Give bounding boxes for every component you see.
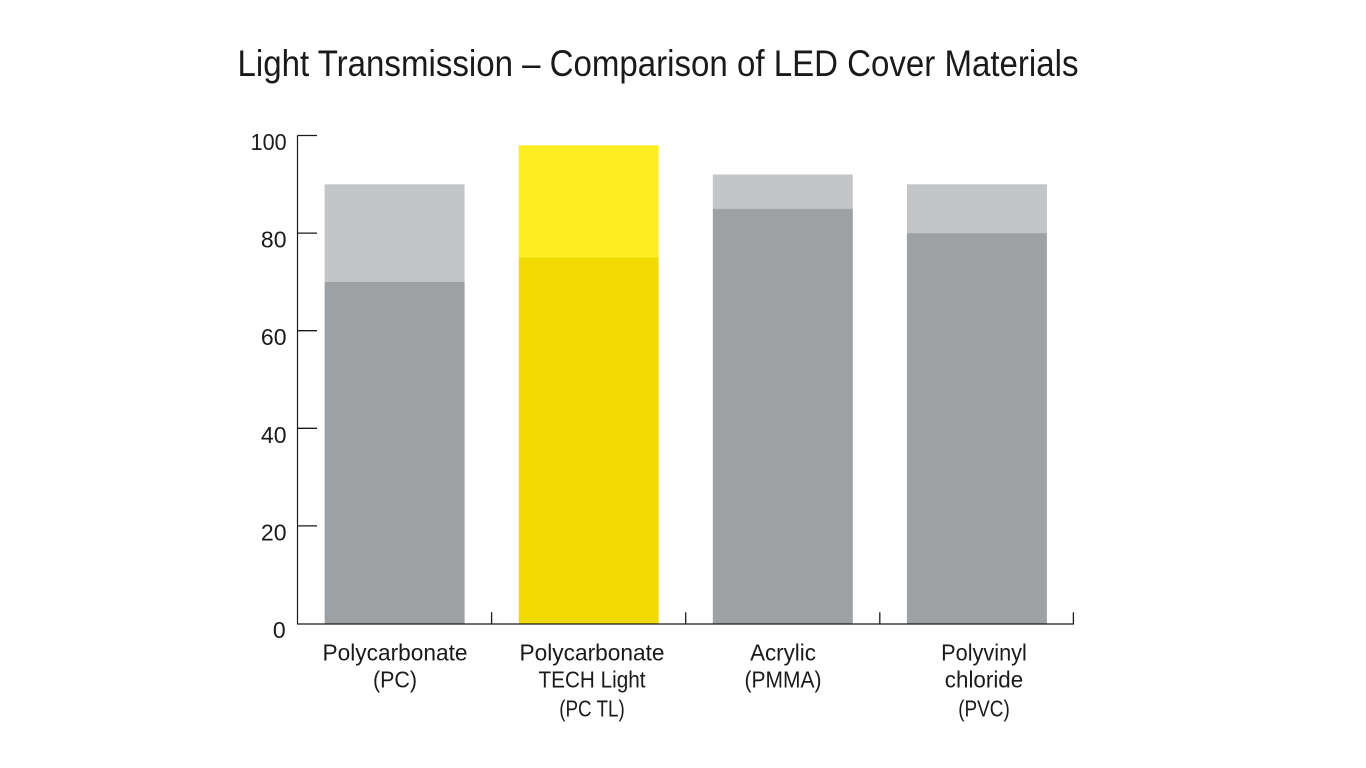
svg-text:20: 20 — [261, 519, 287, 545]
svg-text:80: 80 — [261, 227, 287, 253]
svg-text:TECH Light: TECH Light — [539, 666, 647, 692]
svg-text:(PC): (PC) — [373, 666, 417, 692]
svg-text:40: 40 — [261, 422, 287, 448]
svg-text:Polycarbonate: Polycarbonate — [323, 640, 468, 666]
svg-text:100: 100 — [251, 129, 287, 155]
svg-text:60: 60 — [261, 324, 287, 350]
svg-text:(PMMA): (PMMA) — [745, 666, 822, 692]
svg-text:Polyvinyl: Polyvinyl — [941, 640, 1027, 666]
svg-text:(PC TL): (PC TL) — [559, 695, 625, 721]
svg-text:(PVC): (PVC) — [958, 695, 1010, 721]
svg-text:Acrylic: Acrylic — [750, 640, 816, 666]
svg-text:Polycarbonate: Polycarbonate — [520, 640, 665, 666]
svg-text:Light Transmission – Compariso: Light Transmission – Comparison of LED C… — [238, 43, 1079, 84]
svg-text:chloride: chloride — [945, 666, 1023, 692]
svg-text:0: 0 — [273, 617, 286, 643]
